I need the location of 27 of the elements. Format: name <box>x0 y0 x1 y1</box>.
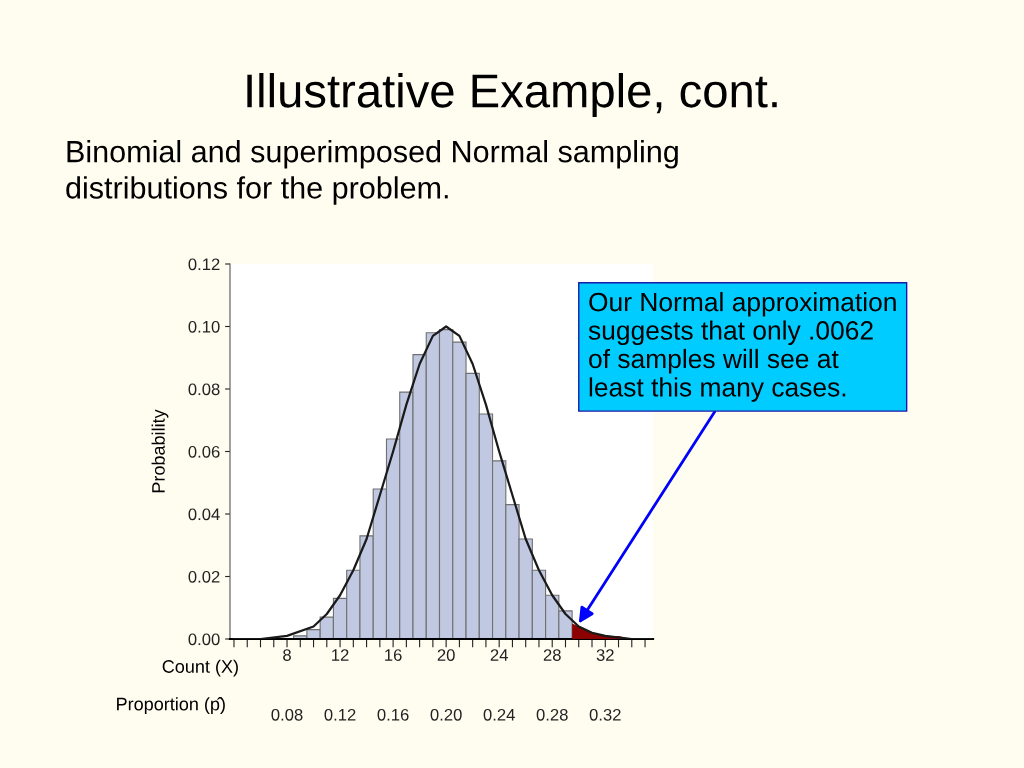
x2-tick-label: 0.08 <box>271 708 303 721</box>
y-tick-label: 0.06 <box>188 445 220 458</box>
x2-tick-label: 0.24 <box>483 708 515 721</box>
x2-tick-label: 0.20 <box>430 708 462 721</box>
y-tick-label: 0.02 <box>188 570 220 583</box>
y-tick-label: 0.08 <box>188 383 220 396</box>
x-tick-label: 12 <box>332 649 349 661</box>
x2-tick-label: 0.28 <box>536 708 568 721</box>
x2-tick-label: 0.12 <box>324 708 356 721</box>
x-axis-title: Count (X) <box>162 659 238 677</box>
chart-title: Illustrative Example, cont. <box>247 72 777 118</box>
x-tick-label: 24 <box>490 649 508 661</box>
x2-tick-label: 0.32 <box>589 708 621 721</box>
y-axis-title: Probability <box>151 409 169 493</box>
x-tick-label: 20 <box>437 649 455 661</box>
y-tick-label: 0.12 <box>188 258 220 271</box>
y-tick-label: 0.10 <box>188 320 220 333</box>
x2-tick-label: 0.16 <box>377 708 409 721</box>
y-tick-label: 0.04 <box>188 508 220 521</box>
x-tick-label: 16 <box>385 649 402 661</box>
chart-subtitle: Binomial and superimposed Normal sampling distributions for the problem. <box>66 140 678 205</box>
annotation: Our Normal approximation suggests that only .0062 of samples will see at least this many cases. <box>588 292 896 402</box>
x2-axis-title: Proportion (p̂) <box>117 697 225 715</box>
x-tick-label: 8 <box>283 649 291 661</box>
x-tick-label: 28 <box>543 649 561 661</box>
y-tick-label: 0.00 <box>188 633 220 646</box>
x-tick-label: 32 <box>596 649 614 661</box>
